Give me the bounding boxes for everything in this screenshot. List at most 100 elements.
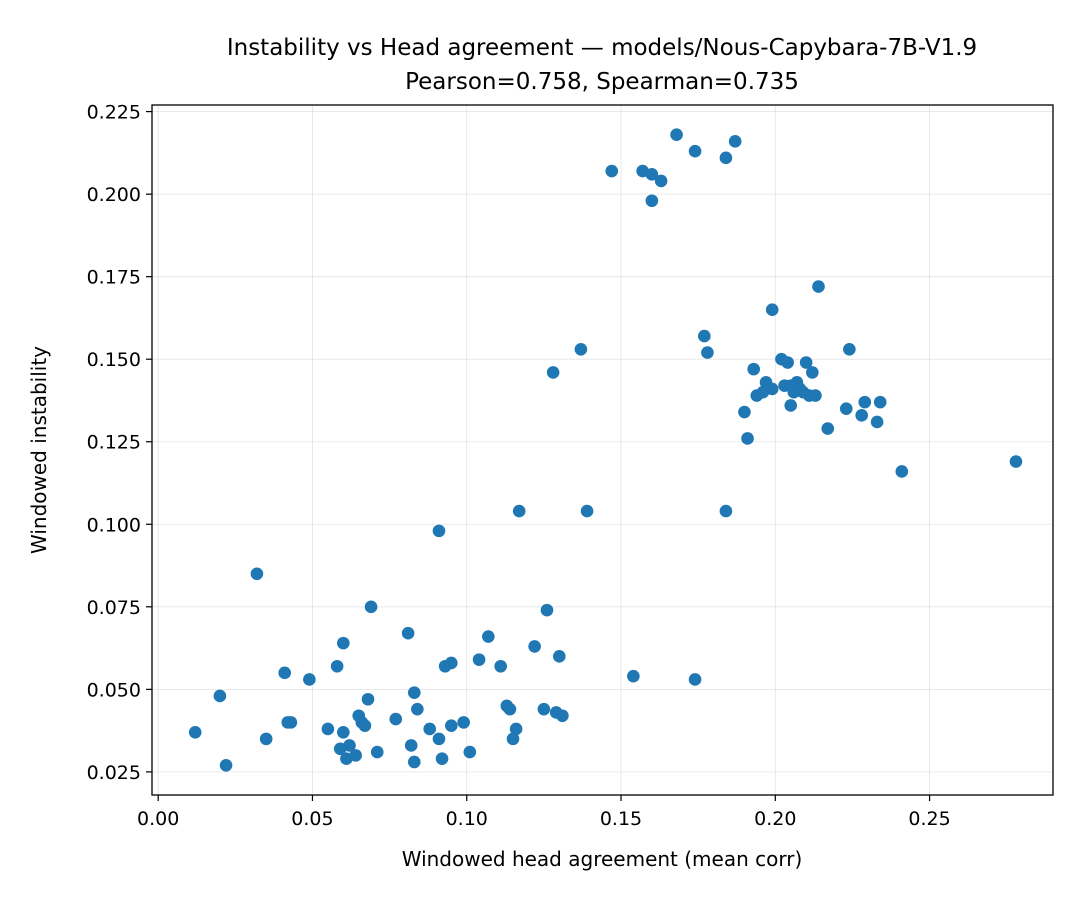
scatter-point [284, 716, 298, 729]
y-tick-label: 0.200 [87, 184, 141, 206]
scatter-point [553, 650, 566, 663]
scatter-point [741, 432, 754, 445]
x-tick-label: 0.25 [908, 808, 950, 830]
scatter-point [765, 303, 779, 316]
scatter-point [503, 702, 517, 716]
scatter-point [337, 636, 350, 650]
scatter-point [812, 280, 825, 293]
scatter-point [494, 659, 507, 673]
scatter-point [537, 702, 551, 716]
scatter-point [574, 343, 588, 356]
scatter-point [858, 395, 872, 409]
chart-title: Instability vs Head agreement — models/N… [227, 35, 977, 61]
scatter-point [781, 356, 794, 369]
scatter-point [337, 725, 350, 739]
scatter-point [895, 465, 909, 478]
scatter-point [188, 725, 202, 739]
y-tick-label: 0.225 [87, 102, 141, 124]
grid-lines [152, 105, 1053, 795]
scatter-point [738, 405, 751, 419]
scatter-point [343, 739, 356, 752]
scatter-point [627, 669, 640, 683]
scatter-point [457, 716, 470, 729]
scatter-point [855, 409, 868, 422]
scatter-point [463, 745, 477, 759]
scatter-point [321, 722, 335, 736]
y-tick-label: 0.050 [87, 679, 141, 701]
scatter-point [784, 399, 798, 412]
scatter-point [411, 702, 424, 716]
scatter-point [645, 194, 659, 208]
data-points [188, 128, 1023, 772]
scatter-point [250, 567, 264, 581]
scatter-point [512, 504, 526, 518]
scatter-point [645, 168, 659, 181]
scatter-point [509, 722, 523, 736]
scatter-point [870, 415, 884, 429]
scatter-point [432, 524, 446, 538]
scatter-point [698, 329, 711, 343]
scatter-point [701, 346, 714, 359]
scatter-point [806, 366, 819, 379]
plot-frame [151, 104, 1054, 796]
scatter-point [556, 709, 569, 723]
scatter-point [330, 659, 344, 673]
scatter-point [445, 719, 458, 732]
scatter-point [219, 758, 233, 772]
scatter-point [407, 686, 421, 699]
scatter-point [401, 626, 415, 640]
scatter-point [747, 362, 760, 376]
x-tick-label: 0.20 [754, 808, 796, 830]
scatter-point [389, 712, 403, 726]
scatter-point [370, 745, 384, 759]
scatter-point [364, 600, 378, 614]
scatter-point [540, 603, 554, 617]
y-axis-label: Windowed instability [27, 346, 51, 554]
scatter-point [506, 732, 520, 746]
scatter-point [605, 164, 619, 178]
scatter-point [580, 504, 594, 518]
scatter-point [719, 504, 733, 518]
y-tick-label: 0.125 [87, 432, 141, 454]
scatter-point [821, 422, 835, 435]
scatter-point [482, 630, 495, 643]
scatter-point [809, 389, 822, 402]
scatter-point [407, 755, 421, 769]
y-tick-label: 0.025 [87, 762, 141, 784]
scatter-point [303, 673, 316, 686]
scatter-point [361, 692, 375, 706]
y-tick-label: 0.175 [87, 267, 141, 289]
scatter-point [423, 722, 437, 736]
scatter-point [259, 732, 273, 746]
y-tick-label: 0.075 [87, 597, 141, 619]
scatter-point [1009, 455, 1023, 468]
scatter-point [799, 356, 813, 369]
scatter-point [719, 151, 733, 165]
scatter-point [528, 640, 541, 653]
scatter-point [670, 128, 683, 142]
x-tick-label: 0.15 [600, 808, 642, 830]
scatter-point [839, 402, 853, 416]
scatter-point [688, 144, 702, 158]
y-tick-label: 0.100 [87, 514, 141, 536]
scatter-point [349, 749, 362, 762]
scatter-point [472, 653, 486, 666]
scatter-point [278, 666, 291, 680]
scatter-point [358, 719, 372, 732]
x-tick-label: 0.00 [137, 808, 179, 830]
scatter-point [435, 752, 449, 765]
x-tick-label: 0.05 [291, 808, 333, 830]
scatter-point [546, 366, 560, 379]
scatter-point [843, 343, 856, 356]
x-axis-label: Windowed head agreement (mean corr) [402, 847, 803, 871]
axis-ticks: 0.00 0.05 0.10 0.15 0.20 0.25 0.025 0.050 0.075 0… [87, 102, 951, 830]
chart-subtitle: Pearson=0.758, Spearman=0.735 [405, 69, 799, 95]
scatter-point [213, 689, 227, 703]
scatter-point [654, 174, 668, 188]
scatter-point [688, 673, 702, 686]
scatter-point [404, 739, 418, 752]
scatter-point [445, 656, 458, 670]
